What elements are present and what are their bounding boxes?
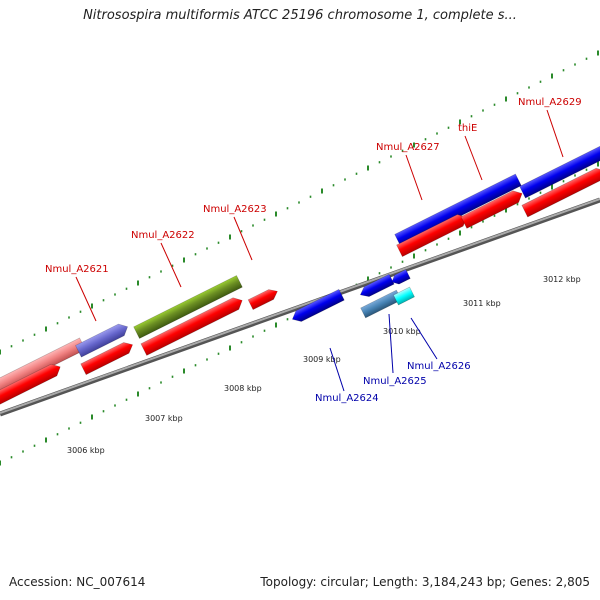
gene-feature — [291, 288, 345, 322]
label-leader — [464, 135, 483, 181]
label-leader — [546, 109, 564, 158]
label-leader — [329, 347, 345, 392]
gene-label: thiE — [458, 123, 477, 134]
scale-label: 3011 kbp — [463, 299, 501, 308]
gene-feature — [519, 143, 600, 199]
label-leader — [160, 242, 182, 288]
accession-text: Accession: NC_007614 — [9, 575, 146, 589]
gene-label: Nmul_A2626 — [407, 361, 471, 372]
topology-text: Topology: circular; Length: 3,184,243 bp… — [260, 575, 590, 589]
gene-feature — [521, 167, 600, 218]
scale-label: 3010 kbp — [383, 327, 421, 336]
gene-layer — [0, 143, 600, 414]
gene-feature — [359, 273, 395, 297]
label-leader — [75, 276, 97, 322]
gene-feature — [393, 286, 415, 306]
gene-label: Nmul_A2627 — [376, 142, 440, 153]
gene-label: Nmul_A2624 — [315, 393, 379, 404]
gene-label: Nmul_A2621 — [45, 264, 109, 275]
scale-label: 3006 kbp — [67, 446, 105, 455]
gene-feature — [80, 342, 134, 376]
gene-label: Nmul_A2625 — [363, 376, 427, 387]
gene-feature — [0, 363, 61, 414]
label-layer: 3006 kbp 3007 kbp 3008 kbp 3009 kbp 3010 kbp… — [45, 97, 582, 455]
sequence-axis — [0, 197, 600, 417]
gene-label: Nmul_A2629 — [518, 97, 582, 108]
axis-highlight — [0, 198, 600, 414]
map-title: Nitrosospira multiformis ATCC 25196 chro… — [83, 8, 517, 23]
scale-label: 3009 kbp — [303, 355, 341, 364]
scale-label: 3012 kbp — [543, 275, 581, 284]
gene-feature — [140, 297, 243, 356]
gene-feature — [75, 323, 128, 358]
scale-label: 3007 kbp — [145, 414, 183, 423]
gene-label: Nmul_A2622 — [131, 230, 195, 241]
label-leader — [410, 317, 438, 360]
tick-layer — [0, 50, 599, 466]
label-leader — [405, 154, 423, 201]
scale-label: 3008 kbp — [224, 384, 262, 393]
gene-feature — [133, 275, 243, 339]
gene-feature — [460, 190, 523, 229]
label-leader — [388, 313, 394, 374]
gene-feature — [247, 289, 278, 311]
gene-label: Nmul_A2623 — [203, 204, 267, 215]
gene-feature — [391, 269, 411, 285]
label-leader — [233, 216, 253, 261]
